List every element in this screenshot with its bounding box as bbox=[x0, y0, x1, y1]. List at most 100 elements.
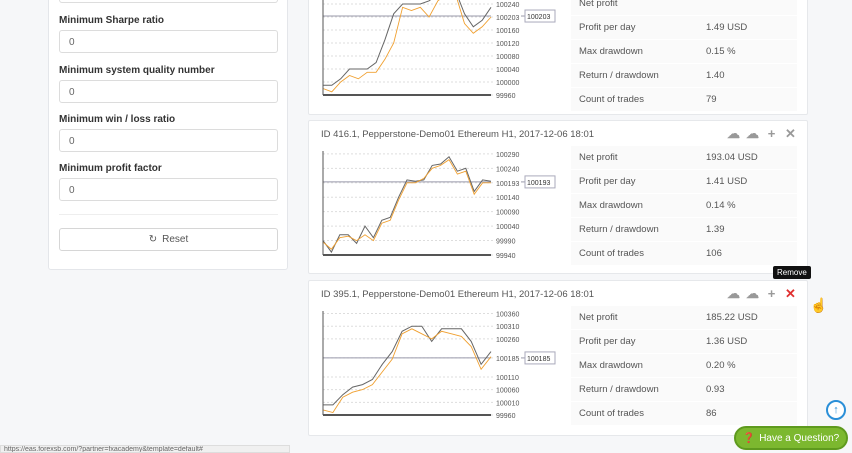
tick-label: 100080 bbox=[496, 54, 519, 61]
stat-value: 106 bbox=[706, 248, 722, 259]
min-win-loss-input[interactable]: 0 bbox=[59, 129, 278, 152]
tick-label: 100060 bbox=[496, 388, 519, 395]
stat-row: Net profit bbox=[571, 0, 797, 16]
current-value-box bbox=[524, 351, 556, 365]
status-bar-url: https://eas.forexsb.com/?partner=fxacade… bbox=[0, 445, 290, 453]
tick-label: 99940 bbox=[496, 253, 516, 260]
stat-label: Profit per day bbox=[579, 176, 636, 187]
stat-row: Max drawdown 0.14 % bbox=[571, 194, 797, 218]
current-value-box bbox=[524, 175, 556, 189]
stat-row: Profit per day 1.36 USD bbox=[571, 330, 797, 354]
remove-tooltip: Remove bbox=[773, 266, 811, 279]
refresh-icon: ↻ bbox=[148, 234, 158, 245]
stat-label: Max drawdown bbox=[579, 200, 643, 211]
stat-row: Net profit 193.04 USD bbox=[571, 146, 797, 170]
tick-label: 100140 bbox=[496, 195, 519, 202]
stat-row: Return / drawdown 1.40 bbox=[571, 64, 797, 88]
question-icon: ❓ bbox=[742, 432, 756, 444]
cloud-download-icon[interactable]: ☁ bbox=[727, 125, 740, 141]
stat-label: Max drawdown bbox=[579, 360, 643, 371]
stat-label: Count of trades bbox=[579, 408, 644, 419]
equity-chart: 100240 100203 100160 100120 100080 100040 1000… bbox=[322, 0, 556, 100]
stats-table: Net profit 185.22 USD Profit per day 1.36 U… bbox=[571, 306, 797, 426]
stat-label: Return / drawdown bbox=[579, 224, 659, 235]
reset-button[interactable]: ↻ Reset bbox=[59, 228, 278, 251]
tick-label: 100000 bbox=[496, 80, 519, 87]
equity-chart: 100290 100240 100193 100140 100090 100040 9999… bbox=[322, 151, 556, 260]
balance-line bbox=[323, 0, 492, 86]
stat-row: Return / drawdown 0.93 bbox=[571, 378, 797, 402]
cloud-upload-icon[interactable]: ☁ bbox=[746, 285, 759, 301]
stat-value: 1.40 bbox=[706, 70, 725, 81]
tick-label: 99960 bbox=[496, 413, 516, 420]
current-value-label: 100203 bbox=[527, 14, 550, 21]
divider bbox=[59, 214, 278, 215]
cloud-upload-icon[interactable]: ☁ bbox=[746, 125, 759, 141]
previous-filter-input[interactable] bbox=[59, 0, 278, 3]
stat-value: 1.49 USD bbox=[706, 22, 748, 33]
stat-value: 185.22 USD bbox=[706, 312, 758, 323]
filter-panel: Minimum Sharpe ratio 0 Minimum system qu… bbox=[48, 0, 288, 270]
strategy-card: 100240 100203 100160 100120 100080 100040 1000… bbox=[308, 0, 808, 115]
remove-icon[interactable]: ✕ bbox=[785, 285, 796, 301]
tick-label: 100193 bbox=[496, 181, 519, 188]
equity-line bbox=[322, 159, 491, 250]
scroll-to-top-button[interactable]: ↑ bbox=[826, 400, 846, 420]
stat-label: Profit per day bbox=[579, 22, 636, 33]
stat-row: Max drawdown 0.15 % bbox=[571, 40, 797, 64]
min-profit-factor-input[interactable]: 0 bbox=[59, 178, 278, 201]
add-icon[interactable]: + bbox=[767, 126, 776, 141]
filter-label: Minimum Sharpe ratio bbox=[59, 15, 165, 26]
stat-label: Return / drawdown bbox=[579, 70, 659, 81]
balance-line bbox=[323, 325, 492, 406]
stat-row: Profit per day 1.49 USD bbox=[571, 16, 797, 40]
stat-row: Profit per day 1.41 USD bbox=[571, 170, 797, 194]
stat-row: Max drawdown 0.20 % bbox=[571, 354, 797, 378]
stat-row: Net profit 185.22 USD bbox=[571, 306, 797, 330]
strategy-card: ID 395.1, Pepperstone-Demo01 Ethereum H1… bbox=[308, 280, 808, 436]
stat-value: 1.36 USD bbox=[706, 336, 748, 347]
tick-label: 100110 bbox=[496, 375, 519, 382]
stat-value: 1.39 bbox=[706, 224, 725, 235]
tick-label: 100260 bbox=[496, 337, 519, 344]
tick-label: 100040 bbox=[496, 67, 519, 74]
stats-table: Net profit 193.04 USD Profit per day 1.41 U… bbox=[571, 146, 797, 266]
filter-label: Minimum profit factor bbox=[59, 163, 162, 174]
hand-cursor-icon: ☝ bbox=[810, 297, 828, 313]
tick-label: 100240 bbox=[496, 2, 519, 9]
stat-row: Count of trades 86 bbox=[571, 402, 797, 426]
stat-row: Count of trades 106 bbox=[571, 242, 797, 266]
arrow-up-icon: ↑ bbox=[833, 404, 839, 416]
current-value-label: 100185 bbox=[527, 356, 550, 363]
tick-label: 100203 bbox=[496, 15, 519, 22]
tick-label: 100240 bbox=[496, 166, 519, 173]
tick-label: 100185 bbox=[496, 356, 519, 363]
cloud-download-icon[interactable]: ☁ bbox=[727, 285, 740, 301]
filter-label: Minimum win / loss ratio bbox=[59, 114, 176, 125]
min-sharpe-input[interactable]: 0 bbox=[59, 30, 278, 53]
stat-value: 0.14 % bbox=[706, 200, 736, 211]
stat-row: Return / drawdown 1.39 bbox=[571, 218, 797, 242]
tick-label: 100310 bbox=[496, 324, 519, 331]
stat-value: 0.93 bbox=[706, 384, 725, 395]
have-a-question-button[interactable]: ❓ Have a Question? bbox=[734, 426, 848, 450]
min-sqn-input[interactable]: 0 bbox=[59, 80, 278, 103]
tick-label: 100010 bbox=[496, 400, 519, 407]
reset-label: Reset bbox=[162, 234, 189, 245]
tick-label: 99990 bbox=[496, 239, 516, 246]
add-icon[interactable]: + bbox=[767, 286, 776, 301]
stat-value: 1.41 USD bbox=[706, 176, 748, 187]
stat-label: Max drawdown bbox=[579, 46, 643, 57]
stat-row: Count of trades 79 bbox=[571, 88, 797, 112]
current-value-label: 100193 bbox=[527, 180, 550, 187]
tick-label: 99960 bbox=[496, 93, 516, 100]
stats-table: Net profit Profit per day 1.49 USD Max draw… bbox=[571, 0, 797, 112]
stat-value: 0.15 % bbox=[706, 46, 736, 57]
equity-line bbox=[322, 328, 492, 414]
stat-label: Count of trades bbox=[579, 94, 644, 105]
current-value-box bbox=[524, 9, 556, 23]
filter-label: Minimum system quality number bbox=[59, 65, 215, 76]
tick-label: 100040 bbox=[496, 224, 519, 231]
remove-icon[interactable]: ✕ bbox=[785, 125, 796, 141]
stat-label: Profit per day bbox=[579, 336, 636, 347]
